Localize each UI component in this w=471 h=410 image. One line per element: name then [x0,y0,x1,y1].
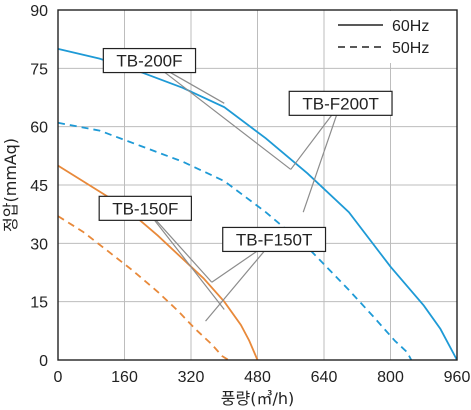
callout-tb-200f: TB-200F [102,47,292,170]
callout-box [98,195,192,221]
x-tick-label: 800 [377,369,404,386]
y-tick-label: 15 [30,295,48,312]
callout-box [102,47,197,74]
legend-label-50hz: 50Hz [392,40,429,57]
y-tick-label: 75 [30,61,48,78]
callout-tb-f150t: TB-F150T [205,226,327,322]
callout-label: TB-150F [112,199,178,218]
x-axis-label: 풍량(㎥/h) [221,389,294,408]
callout-box [222,226,327,253]
plot-frame [57,9,458,361]
y-axis-label: 정압(mmAq) [1,138,20,232]
x-tick-label: 640 [311,369,338,386]
legend-label-60hz: 60Hz [392,18,429,35]
y-tick-label: 60 [30,120,48,137]
legend-box [328,11,456,63]
callout-label: TB-F200T [302,94,379,113]
series-line-tb-f150t-50hz [57,215,229,361]
callout-tb-150f: TB-150F [98,195,225,310]
legend: 60Hz 50Hz [328,11,456,63]
callouts: TB-200F TB-F200T TB-150F TB-F150T [98,47,393,322]
y-tick-label: 45 [30,178,48,195]
x-tick-label: 160 [111,369,138,386]
x-tick-label: 480 [244,369,271,386]
callout-tb-f200t: TB-F200T [288,90,393,213]
x-tick-label: 960 [444,369,471,386]
axes [57,9,458,361]
x-tick-label: 0 [54,369,63,386]
y-tick-label: 30 [30,236,48,253]
x-tick-label: 320 [178,369,205,386]
callout-leader [144,207,225,310]
callout-box [288,90,393,116]
callout-label: TB-200F [116,52,182,71]
tick-labels: 0 160 320 480 640 800 960 0 15 30 45 60 75 90 [30,3,470,386]
series-line-tb-f150t-60hz [57,164,259,361]
callout-leader [205,239,275,322]
y-tick-label: 90 [30,3,48,20]
callout-label: TB-F150T [236,230,313,249]
y-tick-label: 0 [39,353,48,370]
callout-leader [302,103,342,213]
callout-leader [149,60,292,170]
